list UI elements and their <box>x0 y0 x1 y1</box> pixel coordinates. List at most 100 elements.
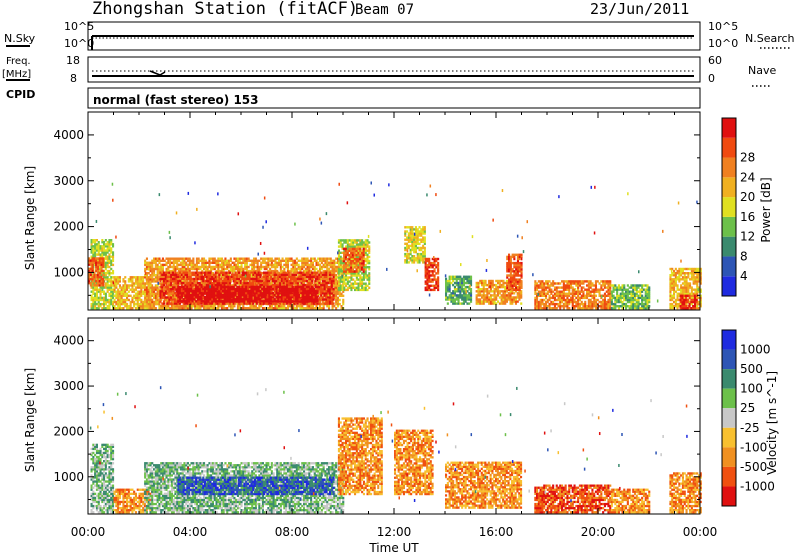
data-cell <box>90 247 93 250</box>
data-cell <box>282 273 285 276</box>
data-cell <box>138 292 141 295</box>
data-cell <box>195 302 198 305</box>
data-cell <box>319 280 322 283</box>
data-cell <box>255 294 258 297</box>
data-cell <box>153 302 156 306</box>
data-cell <box>352 245 355 248</box>
data-cell <box>170 298 173 301</box>
data-cell <box>368 282 371 285</box>
data-cell <box>362 245 365 248</box>
data-cell <box>317 257 320 260</box>
data-cell <box>173 302 176 305</box>
data-cell <box>219 269 222 273</box>
data-cell <box>239 298 242 301</box>
data-cell <box>338 298 341 302</box>
data-cell <box>156 263 159 267</box>
data-cell <box>161 292 164 295</box>
data-cell <box>209 277 212 281</box>
data-cell <box>311 281 314 285</box>
data-cell <box>266 275 269 278</box>
data-cell <box>295 279 298 283</box>
data-cell <box>193 302 196 305</box>
data-cell <box>268 298 271 301</box>
data-cell <box>306 269 309 273</box>
data-cell <box>163 290 166 293</box>
data-cell <box>167 257 170 260</box>
data-cell <box>295 277 298 281</box>
data-cell <box>166 292 169 295</box>
data-cell <box>346 245 349 248</box>
data-cell <box>136 292 139 295</box>
data-cell <box>191 300 194 303</box>
data-cell <box>196 292 199 295</box>
data-cell <box>267 263 270 267</box>
data-cell <box>320 259 323 262</box>
data-cell <box>311 294 314 297</box>
data-cell <box>341 239 344 242</box>
data-cell <box>339 261 342 265</box>
data-cell <box>296 277 299 281</box>
data-cell <box>126 288 129 291</box>
data-cell <box>275 283 278 287</box>
data-cell <box>160 305 163 308</box>
data-cell <box>110 280 113 283</box>
data-cell <box>220 302 223 305</box>
data-cell <box>108 305 111 308</box>
data-cell <box>364 251 367 254</box>
data-cell <box>287 271 290 274</box>
data-cell <box>273 273 276 276</box>
data-cell <box>245 287 248 291</box>
data-cell <box>99 255 102 258</box>
data-cell <box>204 283 207 287</box>
data-cell <box>108 280 111 283</box>
data-cell <box>280 279 283 283</box>
data-cell <box>178 259 181 262</box>
data-cell <box>279 275 282 278</box>
data-cell <box>319 259 322 262</box>
data-cell <box>307 289 310 293</box>
data-cell <box>359 280 362 283</box>
data-cell <box>303 307 306 310</box>
data-cell <box>122 307 125 310</box>
data-cell <box>161 294 164 297</box>
data-cell <box>191 273 194 276</box>
data-cell <box>257 296 260 299</box>
data-cell <box>131 298 134 302</box>
data-cell <box>110 296 113 300</box>
data-cell <box>266 285 269 289</box>
data-cell <box>94 307 97 310</box>
data-cell <box>340 307 343 310</box>
data-cell <box>229 281 232 285</box>
data-cell <box>204 263 207 267</box>
data-cell <box>102 284 105 287</box>
data-cell <box>239 279 242 283</box>
data-cell <box>170 292 173 295</box>
data-cell <box>133 296 136 300</box>
data-cell <box>134 307 137 310</box>
data-cell <box>147 282 150 285</box>
data-cell <box>299 267 302 271</box>
data-cell <box>295 294 298 297</box>
data-cell <box>364 268 367 271</box>
data-cell <box>261 257 264 260</box>
data-cell <box>305 285 308 289</box>
nave-tick-bottom: 0 <box>708 72 715 85</box>
data-cell <box>177 290 180 293</box>
data-cell <box>165 269 168 273</box>
data-cell <box>300 296 303 299</box>
data-cell <box>286 305 289 308</box>
data-cell <box>251 267 254 271</box>
data-cell <box>295 302 298 305</box>
data-cell <box>131 280 134 283</box>
data-cell <box>223 275 226 278</box>
data-cell <box>357 261 360 265</box>
data-cell <box>147 276 150 279</box>
data-cell <box>92 241 95 244</box>
data-cell <box>175 275 178 278</box>
data-cell <box>312 294 315 297</box>
data-cell <box>282 275 285 278</box>
data-cell <box>341 261 344 265</box>
data-cell <box>160 267 163 271</box>
data-cell <box>321 279 324 283</box>
data-cell <box>320 265 323 269</box>
